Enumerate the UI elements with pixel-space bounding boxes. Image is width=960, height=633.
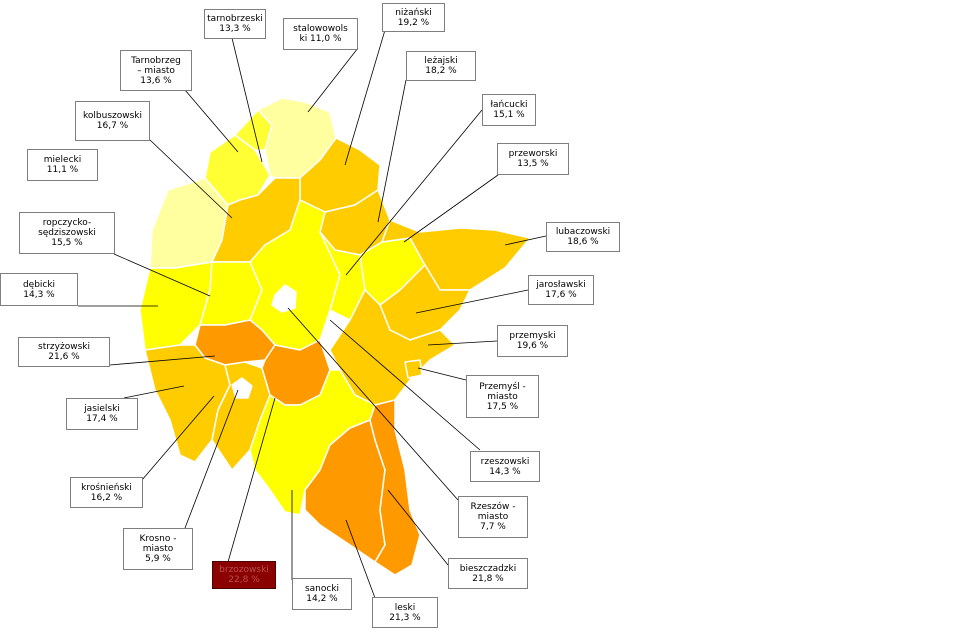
label-ropczycko: ropczycko- sędziszowski 15,5 % <box>19 212 115 254</box>
leader-brzozowski <box>227 397 276 563</box>
label-bieszczadzki: bieszczadzki 21,8 % <box>448 558 528 589</box>
label-krosnienski: krośnieński 16,2 % <box>70 477 143 508</box>
leader-krosnienski <box>141 395 215 481</box>
region-rzeszow-miasto <box>271 284 297 313</box>
leader-strzyzowski <box>109 355 216 366</box>
label-stalowowolski: stalowowols ki 11,0 % <box>283 18 358 50</box>
label-tarnobrzeg-miasto: Tarnobrzeg – miasto 13,6 % <box>120 50 192 91</box>
label-mielecki: mielecki 11,1 % <box>27 149 98 181</box>
label-przemysl-miasto: Przemyśl - miasto 17,5 % <box>466 375 539 418</box>
label-tarnobrzeski: tarnobrzeski 13,3 % <box>204 9 266 39</box>
leader-tarnobrzeg-miasto <box>184 89 239 153</box>
label-lancucki: łańcucki 15,1 % <box>482 94 536 126</box>
label-sanocki: sanocki 14,2 % <box>292 578 352 610</box>
leader-kolbuszowski <box>149 139 233 219</box>
leader-przemysl-miasto <box>417 367 467 381</box>
label-lezajski: leżajski 18,2 % <box>406 51 476 81</box>
label-kolbuszowski: kolbuszowski 16,7 % <box>75 101 150 141</box>
leader-stalowowolski <box>307 47 359 113</box>
label-strzyzowski: strzyżowski 21,6 % <box>18 337 110 367</box>
leader-krosno-miasto <box>184 389 239 529</box>
leader-leski <box>345 519 376 599</box>
label-rzeszow-miasto: Rzeszów - miasto 7,7 % <box>458 496 528 538</box>
leader-bieszczadzki <box>387 489 449 566</box>
leader-rzeszowski <box>329 319 481 451</box>
leader-tarnobrzeski <box>231 37 263 163</box>
leader-nizanski <box>344 29 386 166</box>
leader-przemyski <box>427 340 498 346</box>
leader-jaroslawski <box>415 289 529 314</box>
region-bieszczadzki <box>369 399 421 576</box>
label-leski: leski 21,3 % <box>372 597 438 628</box>
label-brzozowski: brzozowski 22,8 % <box>212 561 276 589</box>
label-lubaczowski: lubaczowski 18,6 % <box>546 222 620 252</box>
leader-lancucki <box>345 109 483 276</box>
leader-lezajski <box>377 79 407 223</box>
leader-przeworski <box>403 174 499 243</box>
label-nizanski: niżański 19,2 % <box>382 3 445 32</box>
label-jaroslawski: jarosławski 17,6 % <box>528 275 594 305</box>
label-rzeszowski: rzeszowski 14,3 % <box>470 451 540 482</box>
leader-ropczycko <box>113 253 211 297</box>
label-debicki: dębicki 14,3 % <box>0 273 78 306</box>
label-krosno-miasto: Krosno - miasto 5,9 % <box>123 528 193 570</box>
leader-rzeszow-miasto <box>287 307 459 501</box>
region-przemysl-miasto <box>404 359 423 379</box>
label-jasielski: jasielski 17,4 % <box>66 398 138 430</box>
label-przemyski: przemyski 19,6 % <box>497 325 568 357</box>
leader-lubaczowski <box>504 235 547 246</box>
region-lubaczowski <box>381 219 531 291</box>
label-przeworski: przeworski 13,5 % <box>497 143 569 175</box>
leader-jasielski <box>123 385 185 399</box>
